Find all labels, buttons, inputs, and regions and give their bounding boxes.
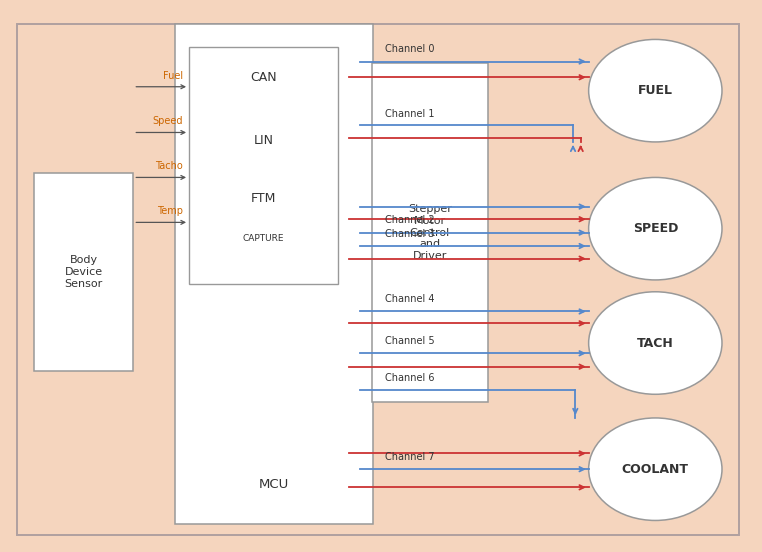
Ellipse shape	[589, 292, 722, 394]
Text: Channel 7: Channel 7	[385, 452, 434, 461]
Text: Channel 0: Channel 0	[385, 44, 434, 54]
Text: Channel 1: Channel 1	[385, 109, 434, 119]
FancyBboxPatch shape	[372, 63, 488, 402]
Ellipse shape	[589, 39, 722, 142]
Text: Channel 6: Channel 6	[385, 373, 434, 383]
FancyBboxPatch shape	[175, 24, 373, 524]
Text: SPEED: SPEED	[632, 222, 678, 235]
Text: CAN: CAN	[250, 71, 277, 84]
Text: Channel 4: Channel 4	[385, 294, 434, 304]
Text: Temp: Temp	[157, 206, 183, 216]
Ellipse shape	[589, 418, 722, 521]
Text: Channel 3: Channel 3	[385, 229, 434, 238]
Text: Stepper
Motor
Control
and
Driver: Stepper Motor Control and Driver	[408, 204, 452, 261]
Text: Tacho: Tacho	[155, 161, 183, 171]
Text: MCU: MCU	[259, 479, 290, 491]
Text: Fuel: Fuel	[163, 71, 183, 81]
Text: Channel 2: Channel 2	[385, 215, 434, 225]
Text: CAPTURE: CAPTURE	[242, 233, 284, 243]
Text: FUEL: FUEL	[638, 84, 673, 97]
FancyBboxPatch shape	[17, 24, 739, 535]
Ellipse shape	[589, 177, 722, 280]
Text: Body
Device
Sensor: Body Device Sensor	[65, 256, 103, 289]
Text: COOLANT: COOLANT	[622, 463, 689, 476]
Text: Speed: Speed	[152, 116, 183, 126]
Text: Channel 5: Channel 5	[385, 336, 434, 346]
Text: TACH: TACH	[637, 337, 674, 349]
FancyBboxPatch shape	[34, 173, 133, 370]
Text: FTM: FTM	[251, 192, 276, 205]
FancyBboxPatch shape	[189, 47, 338, 284]
Text: LIN: LIN	[253, 134, 274, 147]
